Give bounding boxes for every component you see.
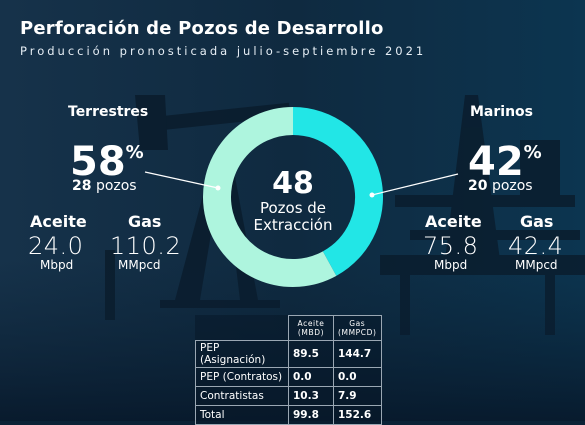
production-table: Aceite (MBD) Gas (MMPCD) PEP (Asignación) … — [195, 315, 382, 425]
terrestres-aceite-label: Aceite — [30, 212, 87, 231]
terrestres-pozos: 28 pozos — [72, 178, 137, 194]
marinos-gas-label: Gas — [520, 212, 554, 231]
table-header-aceite: Aceite (MBD) — [288, 315, 334, 341]
table-header-gas: Gas (MMPCD) — [333, 315, 382, 341]
table-cell-gas: 152.6 — [333, 405, 382, 425]
terrestres-percent-sign: % — [125, 142, 144, 163]
terrestres-pointer-dot — [215, 185, 221, 191]
table-cell-aceite: 99.8 — [288, 405, 334, 425]
center-label-line1: Pozos de — [259, 199, 327, 217]
marinos-pozos: 20 pozos — [468, 178, 533, 194]
table-row: Total 99.8 152.6 — [195, 405, 382, 425]
marinos-aceite-label: Aceite — [425, 212, 482, 231]
table-cell-gas: 0.0 — [333, 367, 382, 387]
center-label-line2: Extracción — [253, 216, 333, 234]
terrestres-percent-value: 58 — [70, 139, 126, 185]
marinos-percent-value: 42 — [468, 139, 524, 185]
terrestres-pointer-line — [144, 171, 219, 189]
table-cell-aceite: 10.3 — [288, 386, 334, 406]
marinos-percent: 42% — [468, 142, 542, 182]
terrestres-pozos-word: pozos — [95, 178, 137, 194]
table-cell-aceite: 89.5 — [288, 340, 334, 368]
terrestres-label: Terrestres — [68, 104, 149, 120]
table-cell-aceite: 0.0 — [288, 367, 334, 387]
terrestres-aceite-value: 24.0 — [28, 232, 84, 260]
table-cell-gas: 7.9 — [333, 386, 382, 406]
table-header-empty — [196, 316, 289, 341]
marinos-pointer-line — [371, 173, 459, 196]
marinos-aceite-unit: Mbpd — [434, 258, 468, 272]
donut-slice-terrestres — [203, 107, 337, 287]
terrestres-pozos-count: 28 — [72, 178, 92, 194]
terrestres-gas-value: 110.2 — [110, 232, 182, 260]
marinos-pozos-word: pozos — [491, 178, 533, 194]
table-row: PEP (Contratos) 0.0 0.0 — [195, 367, 382, 387]
marinos-pozos-count: 20 — [468, 178, 488, 194]
marinos-label: Marinos — [470, 104, 533, 120]
table-header-row: Aceite (MBD) Gas (MMPCD) — [196, 315, 382, 341]
header-aceite-line2: (MBD) — [297, 328, 325, 337]
terrestres-gas-label: Gas — [128, 212, 162, 231]
header-gas-line2: (MMPCD) — [338, 328, 377, 337]
center-total-value: 48 — [272, 166, 314, 201]
table-row: Contratistas 10.3 7.9 — [195, 386, 382, 406]
terrestres-gas-unit: MMpcd — [118, 258, 161, 272]
marinos-percent-sign: % — [523, 142, 542, 163]
donut-slice-marinos — [292, 107, 383, 276]
table-row: PEP (Asignación) 89.5 144.7 — [195, 340, 382, 368]
marinos-aceite-value: 75.8 — [423, 232, 479, 260]
marinos-gas-value: 42.4 — [508, 232, 564, 260]
marinos-pointer-dot — [369, 192, 375, 198]
table-cell-gas: 144.7 — [333, 340, 382, 368]
marinos-gas-unit: MMpcd — [515, 258, 558, 272]
table-cell-name: Total — [195, 405, 289, 425]
terrestres-aceite-unit: Mbpd — [40, 258, 74, 272]
header-aceite-line1: Aceite — [297, 319, 325, 328]
header-gas-line1: Gas — [349, 319, 366, 328]
page-subtitle: Producción pronosticada julio-septiembre… — [20, 44, 427, 58]
page-title: Perforación de Pozos de Desarrollo — [20, 18, 384, 39]
terrestres-percent: 58% — [70, 142, 144, 182]
table-cell-name: PEP (Asignación) — [195, 340, 289, 368]
table-cell-name: Contratistas — [195, 386, 289, 406]
table-cell-name: PEP (Contratos) — [195, 367, 289, 387]
